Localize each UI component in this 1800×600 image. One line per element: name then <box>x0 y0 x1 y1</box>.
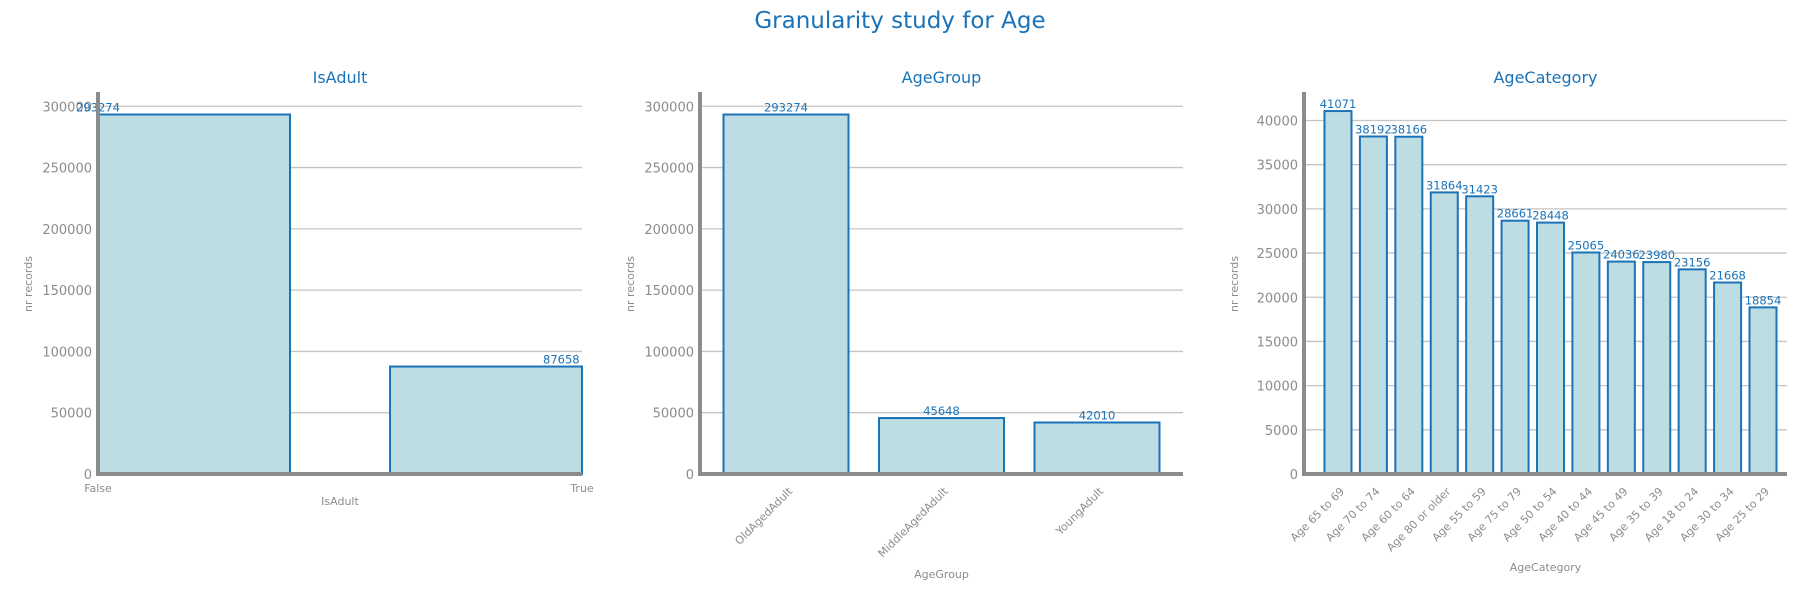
x-axis-label: IsAdult <box>321 495 359 508</box>
bar-IsAdult-0 <box>97 113 291 475</box>
bar-AgeCategory-1 <box>1358 135 1388 476</box>
y-tick-label: 100000 <box>42 345 92 360</box>
bar-AgeCategory-8 <box>1606 260 1636 475</box>
bar-AgeCategory-10 <box>1677 268 1707 475</box>
y-axis-label: nr records <box>22 256 35 312</box>
x-axis-label: AgeGroup <box>914 568 969 581</box>
bar-AgeCategory-12 <box>1748 306 1778 476</box>
y-tick-label: 50000 <box>51 407 92 422</box>
data-label: 38192 <box>1355 122 1392 136</box>
y-tick-label: 30000 <box>1257 203 1298 218</box>
x-axis-label: AgeCategory <box>1510 561 1582 574</box>
data-label: 38166 <box>1391 123 1428 137</box>
bar-AgeGroup-2 <box>1033 421 1161 476</box>
bar-AgeCategory-3 <box>1429 191 1459 475</box>
bar-AgeGroup-1 <box>878 417 1005 475</box>
bar-IsAdult-1 <box>389 365 583 475</box>
bar-AgeCategory-0 <box>1323 110 1353 476</box>
data-label: 31423 <box>1461 182 1498 196</box>
y-axis-label: nr records <box>624 256 637 312</box>
y-tick-label: 20000 <box>1257 291 1298 306</box>
bar-AgeCategory-11 <box>1713 281 1743 475</box>
data-label: 87658 <box>543 353 580 367</box>
data-label: 28661 <box>1497 207 1534 221</box>
y-tick-label: 150000 <box>644 284 694 299</box>
data-label: 41071 <box>1320 97 1357 111</box>
bar-AgeCategory-6 <box>1536 221 1565 475</box>
y-tick-label: 25000 <box>1257 247 1298 262</box>
bar-AgeGroup-0 <box>722 113 850 475</box>
y-tick-label: 200000 <box>42 223 92 238</box>
figure-title: Granularity study for Age <box>754 8 1046 34</box>
data-label: 21668 <box>1709 269 1746 283</box>
x-tick-label: YoungAdult <box>1053 484 1107 538</box>
bar-AgeCategory-7 <box>1571 251 1601 475</box>
x-tick-label: Age 80 or older <box>1384 485 1454 555</box>
y-tick-label: 300000 <box>644 100 694 115</box>
y-tick-label: 300000 <box>42 100 92 115</box>
y-tick-label: 0 <box>84 468 92 483</box>
y-tick-label: 100000 <box>644 345 694 360</box>
data-label: 24036 <box>1603 248 1640 262</box>
x-tick-label: True <box>569 482 594 495</box>
y-tick-label: 5000 <box>1265 424 1298 439</box>
y-tick-label: 250000 <box>644 162 694 177</box>
y-tick-label: 15000 <box>1257 335 1298 350</box>
panel-title: AgeCategory <box>1493 68 1597 87</box>
data-label: 31864 <box>1426 178 1463 192</box>
x-tick-label: OldAgedAdult <box>732 484 795 547</box>
y-tick-label: 50000 <box>653 407 694 422</box>
y-tick-label: 0 <box>1290 468 1298 483</box>
bar-AgeCategory-4 <box>1465 195 1495 475</box>
data-label: 23980 <box>1638 248 1675 262</box>
y-tick-label: 35000 <box>1257 159 1298 174</box>
y-tick-label: 40000 <box>1257 115 1298 130</box>
y-tick-label: 150000 <box>42 284 92 299</box>
data-label: 28448 <box>1532 209 1569 223</box>
bar-AgeCategory-2 <box>1394 135 1424 476</box>
bar-AgeCategory-5 <box>1500 219 1530 475</box>
y-tick-label: 10000 <box>1257 380 1298 395</box>
data-label: 18854 <box>1745 293 1782 307</box>
y-tick-label: 200000 <box>644 223 694 238</box>
x-tick-label: MiddleAgedAdult <box>875 484 951 560</box>
data-label: 45648 <box>923 404 960 418</box>
y-tick-label: 250000 <box>42 162 92 177</box>
y-axis-label: nr records <box>1228 256 1241 312</box>
data-label: 293274 <box>764 101 808 115</box>
data-label: 23156 <box>1674 255 1711 269</box>
panel-title: AgeGroup <box>902 68 982 87</box>
data-label: 42010 <box>1079 409 1116 423</box>
y-tick-label: 0 <box>686 468 694 483</box>
data-label: 25065 <box>1568 238 1605 252</box>
bar-AgeCategory-9 <box>1642 261 1672 475</box>
x-tick-label: False <box>84 482 112 495</box>
panel-title: IsAdult <box>313 68 368 87</box>
